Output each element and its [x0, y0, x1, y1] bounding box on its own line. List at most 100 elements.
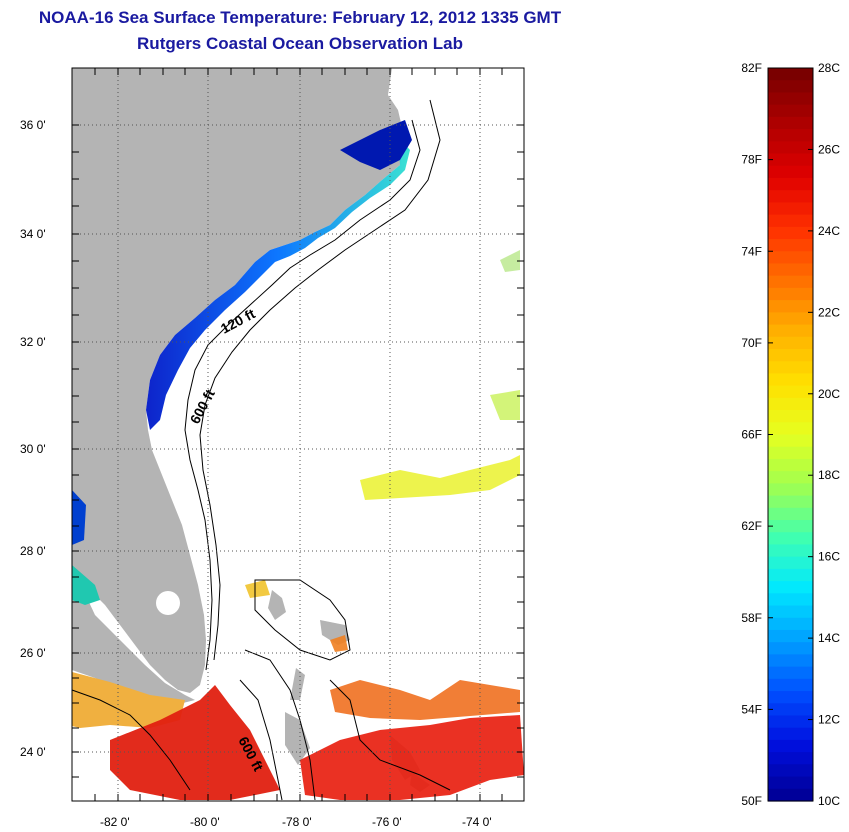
colorbar-swatch — [768, 703, 813, 717]
colorbar-swatch — [768, 752, 813, 765]
colorbar-swatch — [768, 410, 813, 423]
colorbar-swatch — [768, 348, 813, 362]
sst-south-warm — [300, 715, 524, 800]
colorbar-label-f: 50F — [741, 794, 762, 808]
colorbar-swatch — [768, 263, 813, 277]
colorbar-label-f: 66F — [741, 428, 762, 442]
colorbar-swatch — [768, 691, 813, 704]
colorbar-swatch — [768, 471, 813, 484]
colorbar-swatch — [768, 581, 813, 594]
sst-gulf-warm — [72, 672, 185, 728]
lat-label-24: 24 0' — [20, 745, 46, 759]
colorbar-swatch — [768, 678, 813, 692]
colorbar-swatch — [768, 312, 813, 326]
land-florida-gulf — [72, 575, 195, 705]
colorbar-label-f: 54F — [741, 702, 762, 716]
colorbar-label-c: 14C — [818, 631, 840, 645]
sst-gulf-teal — [72, 565, 100, 605]
lon-label-78: -78 0' — [282, 815, 312, 829]
colorbar-label-c: 10C — [818, 794, 840, 808]
colorbar-swatch — [768, 104, 813, 118]
colorbar-swatch — [768, 739, 813, 753]
colorbar-label-c: 20C — [818, 387, 840, 401]
land-mainland — [72, 68, 405, 693]
sst-gulf-stream — [110, 685, 280, 800]
sst-sound — [340, 120, 412, 170]
colorbar-swatch — [768, 422, 813, 436]
colorbar-swatch — [768, 446, 813, 460]
colorbar-label-c: 26C — [818, 142, 840, 156]
colorbar-swatch — [768, 617, 813, 631]
colorbar-swatch — [768, 727, 813, 741]
colorbar-label-c: 18C — [818, 468, 840, 482]
axis-ticks — [72, 68, 524, 801]
colorbar-swatch — [768, 715, 813, 729]
colorbar-swatch — [768, 141, 813, 155]
colorbar-swatch — [768, 605, 813, 619]
lake-okeechobee — [156, 591, 180, 615]
colorbar-swatch — [768, 80, 813, 94]
lat-label-30: 30 0' — [20, 442, 46, 456]
colorbar-swatch — [768, 287, 813, 301]
lon-label-80: -80 0' — [190, 815, 220, 829]
colorbar-swatch — [768, 336, 813, 350]
colorbar-swatch — [768, 92, 813, 106]
graticule — [72, 68, 524, 801]
colorbar-swatch — [768, 373, 813, 387]
colorbar-label-c: 16C — [818, 550, 840, 564]
colorbar-swatch — [768, 788, 813, 802]
colorbar-swatch — [768, 434, 813, 448]
colorbar-swatch — [768, 129, 813, 142]
colorbar-swatch — [768, 165, 813, 179]
colorbar-swatch — [768, 177, 813, 191]
colorbar-swatch — [768, 458, 813, 472]
lon-label-76: -76 0' — [372, 815, 402, 829]
colorbar-label-c: 28C — [818, 61, 840, 75]
colorbar-label-f: 58F — [741, 611, 762, 625]
colorbar-label-c: 22C — [818, 305, 840, 319]
colorbar-swatch — [768, 568, 813, 582]
colorbar-swatch — [768, 153, 813, 167]
colorbar-swatch — [768, 397, 813, 411]
lat-label-26: 26 0' — [20, 646, 46, 660]
colorbar-swatch — [768, 654, 813, 668]
colorbar-swatch — [768, 239, 813, 252]
colorbar-swatch — [768, 324, 813, 338]
colorbar-swatch — [768, 556, 813, 570]
colorbar-swatch — [768, 642, 813, 655]
lat-label-36: 36 0' — [20, 118, 46, 132]
lon-label-74: -74 0' — [462, 815, 492, 829]
map-title: NOAA-16 Sea Surface Temperature: Februar… — [38, 8, 562, 27]
colorbar-swatch — [768, 483, 813, 497]
colorbar-label-f: 74F — [741, 244, 762, 258]
colorbar-swatch — [768, 666, 813, 680]
colorbar-swatch — [768, 116, 813, 130]
colorbar-swatch — [768, 532, 813, 546]
sst-orange-patch — [330, 680, 520, 720]
lat-label-32: 32 0' — [20, 335, 46, 349]
colorbar: 82F 78F 74F 70F 66F 62F 58F 54F 50F 28C 26C 24C 22C… — [741, 61, 840, 808]
colorbar-swatch — [768, 361, 813, 375]
colorbar-swatch — [768, 776, 813, 790]
colorbar-label-f: 78F — [741, 153, 762, 167]
colorbar-swatch — [768, 544, 813, 558]
colorbar-swatch — [768, 520, 813, 533]
colorbar-swatch — [768, 251, 813, 265]
colorbar-swatch — [768, 593, 813, 607]
map-subtitle: Rutgers Coastal Ocean Observation Lab — [137, 34, 463, 53]
colorbar-label-f: 62F — [741, 519, 762, 533]
colorbar-swatch — [768, 190, 813, 203]
colorbar-label-c: 24C — [818, 224, 840, 238]
colorbar-swatch — [768, 385, 813, 399]
lat-label-28: 28 0' — [20, 544, 46, 558]
colorbar-swatch — [768, 300, 813, 313]
colorbar-swatch — [768, 68, 813, 81]
colorbar-swatch — [768, 764, 813, 778]
colorbar-label-f: 82F — [741, 61, 762, 75]
colorbar-label-f: 70F — [741, 336, 762, 350]
sst-gulf-blue — [72, 490, 86, 545]
colorbar-swatch — [768, 495, 813, 509]
lon-label-82: -82 0' — [100, 815, 130, 829]
colorbar-swatch — [768, 629, 813, 643]
colorbar-label-c: 12C — [818, 713, 840, 727]
